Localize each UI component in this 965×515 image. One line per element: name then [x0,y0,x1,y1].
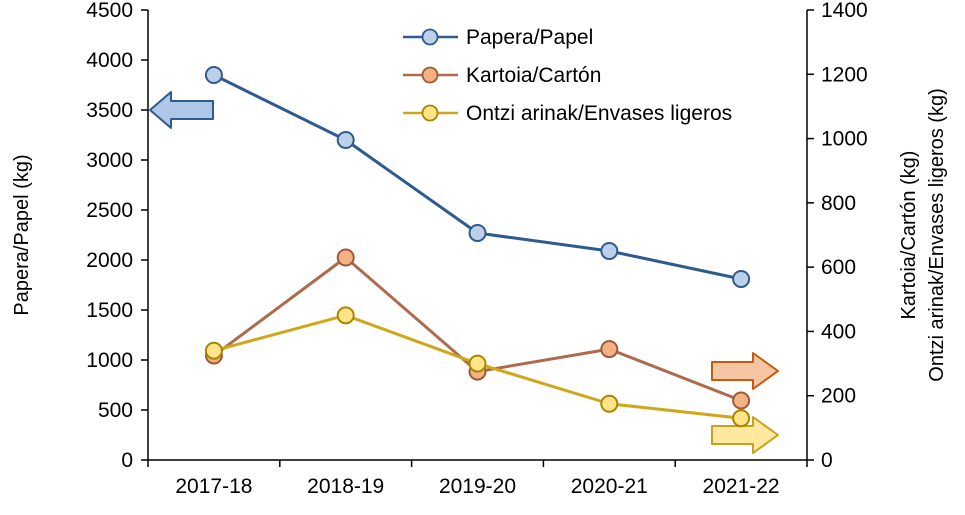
series-marker [600,242,619,260]
legend-marker [421,104,439,122]
right-axis-tick-label: 1400 [821,0,868,22]
series-marker [204,66,223,84]
left-axis-tick-label: 2500 [86,199,133,222]
data-series [204,66,751,428]
series-marker [600,394,619,413]
envases-axis-arrow-icon [711,416,779,454]
right-axis-tick-label: 1200 [821,63,868,86]
right-axis-tick-label: 800 [821,192,856,215]
x-axis-category-label: 2021-22 [703,475,780,498]
left-axis-tick-label: 0 [121,449,133,472]
legend-marker [421,28,439,46]
right-axis-tick-label: 200 [821,385,856,408]
left-axis-tick-label: 2000 [86,249,133,272]
left-axis-tick-label: 4500 [86,0,133,22]
legend-label: Papera/Papel [466,26,593,49]
series-marker [336,306,355,325]
x-axis-category-label: 2020-21 [571,475,648,498]
series-marker [732,270,751,288]
legend: Papera/Papel Kartoia/Cartón Ontzi arinak/E… [403,26,732,125]
left-axis-tick-label: 1500 [86,299,133,322]
series-marker [600,340,619,359]
legend-label: Kartoia/Cartón [466,64,601,87]
left-axis-tick-label: 4000 [86,49,133,72]
right-axis-tick-label: 1000 [821,128,868,151]
right-axis-title-carton: Kartoia/Cartón (kg) [898,151,920,320]
carton-axis-arrow-icon [711,352,779,390]
right-axis-tick-label: 400 [821,320,856,343]
left-axis-tick-label: 3000 [86,149,133,172]
right-axis-title-envases: Ontzi arinak/Envases ligeros (kg) [926,88,948,381]
left-axis-arrow-icon [149,91,214,129]
series-marker [336,131,355,149]
series-marker [468,224,487,242]
x-axis-category-label: 2019-20 [439,475,516,498]
left-axis-tick-label: 1000 [86,349,133,372]
left-axis-tick-label: 3500 [86,99,133,122]
right-axis-tick-label: 0 [821,449,833,472]
left-axis-tick-label: 500 [98,399,133,422]
x-axis-category-label: 2017-18 [175,475,252,498]
series-marker [204,341,223,360]
legend-marker [421,66,439,84]
axis-arrows [149,91,779,454]
series-marker [468,354,487,373]
right-axis-tick-label: 600 [821,256,856,279]
axes: 0 500 1000 1500 2000 2500 3000 3500 4000 4500 0 200… [86,0,867,498]
x-axis-category-label: 2018-19 [307,475,384,498]
series-marker [336,248,355,267]
series-marker [732,391,751,410]
left-axis-title: Papera/Papel (kg) [11,154,33,315]
series-marker [732,409,751,428]
legend-label: Ontzi arinak/Envases ligeros [466,102,732,125]
